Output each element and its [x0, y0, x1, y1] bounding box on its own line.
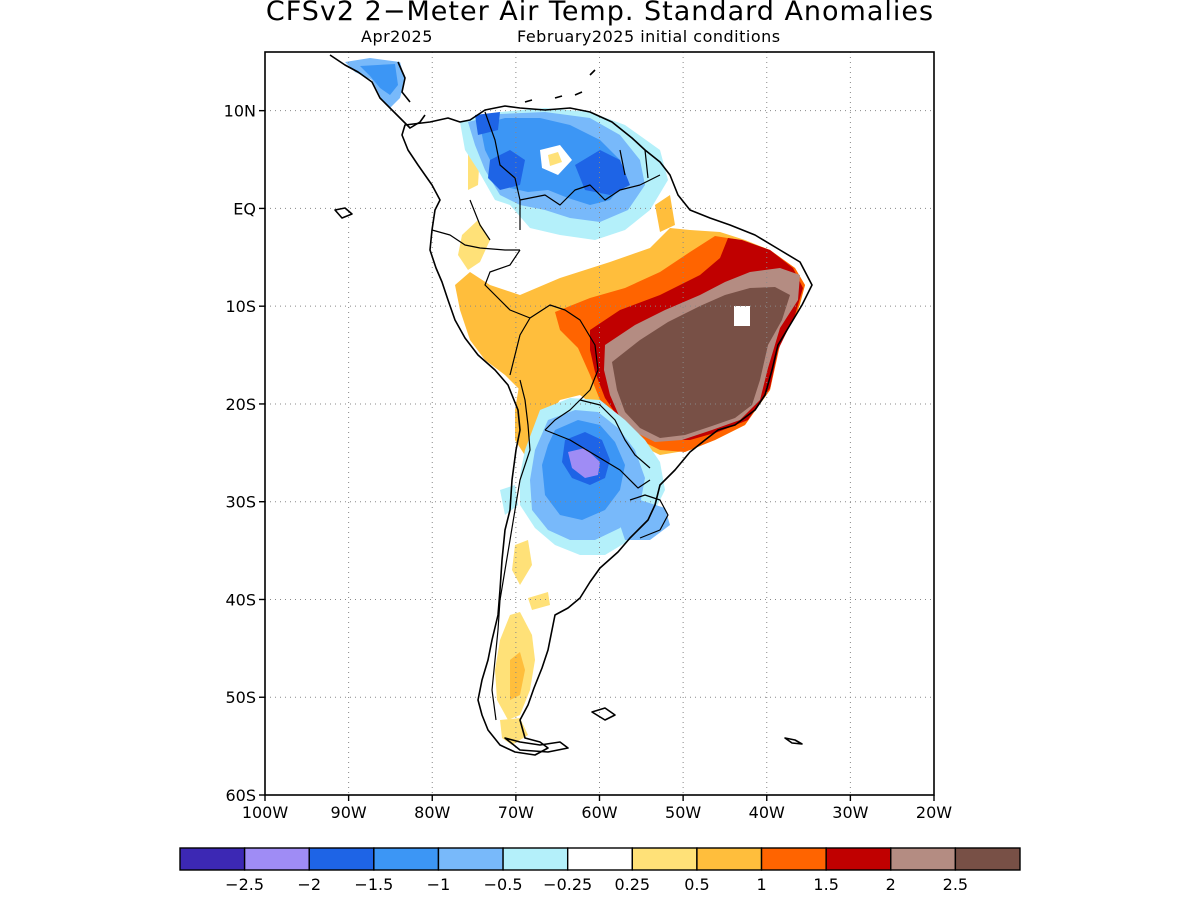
color-legend: −2.5 −2 −1.5 −1 −0.5 −0.25 0.25 0.5 1 1.5 2 2.5 — [179, 847, 1021, 894]
legend-label: −1.5 — [354, 875, 393, 894]
legend-swatch — [631, 847, 698, 871]
anomaly-area-minus-1-uruguay — [615, 500, 670, 540]
legend-swatch — [566, 847, 634, 871]
anomaly-area-0.25-venezuela — [548, 152, 562, 166]
lon-tick-label: 20W — [916, 803, 952, 822]
lat-tick-label: 20S — [225, 395, 256, 414]
legend-label: 2.5 — [943, 875, 968, 894]
caribbean-islands — [524, 69, 596, 103]
legend-label: 1.5 — [813, 875, 838, 894]
anomaly-area-0.25-mid — [512, 540, 532, 585]
lat-tick-label: 40S — [225, 590, 256, 609]
forecast-month: Apr2025 — [361, 27, 433, 46]
border-uruguay — [629, 494, 669, 539]
lon-tick-label: 90W — [331, 803, 367, 822]
legend-swatch — [760, 847, 827, 871]
lon-tick-label: 100W — [242, 803, 289, 822]
lat-tick-label: 10S — [225, 297, 256, 316]
anomaly-area-0.5-north — [655, 195, 675, 232]
anomaly-shading — [345, 58, 805, 745]
border-chile-argentina — [491, 379, 531, 721]
anomaly-area-0.25-pampa — [528, 592, 550, 610]
anomaly-area-0.25-andes — [458, 220, 490, 270]
country-borders — [431, 111, 669, 721]
map-title: CFSv2 2−Meter Air Temp. Standard Anomali… — [265, 0, 935, 27]
anomaly-area-0.5-patagonia — [510, 652, 525, 700]
border-argentina-paraguay — [544, 429, 651, 489]
legend-swatch — [502, 847, 569, 871]
south-georgia — [784, 737, 803, 745]
border-bolivia-brazil — [529, 304, 599, 401]
lat-tick-label: 50S — [225, 688, 256, 707]
legend-swatch — [954, 847, 1021, 871]
border-ecuador-peru — [431, 229, 520, 251]
legend-label: 0.5 — [684, 875, 709, 894]
tierra-del-fuego — [504, 737, 569, 753]
coastlines — [329, 54, 813, 756]
legend-swatch — [179, 847, 246, 871]
south-america-coastline — [401, 105, 813, 756]
initial-conditions: February2025 initial conditions — [517, 27, 781, 46]
anomaly-area-0.5-south — [515, 372, 552, 460]
lat-tick-label: 10N — [224, 102, 256, 121]
anomaly-area-minus-1.5-central-america — [360, 64, 398, 95]
legend-label: 2 — [886, 875, 896, 894]
border-colombia-peru — [469, 199, 491, 241]
legend-swatch — [890, 847, 957, 871]
lon-tick-label: 80W — [414, 803, 450, 822]
legend-label: −0.25 — [543, 875, 592, 894]
falkland-islands — [591, 707, 616, 721]
lat-tick-label: 60S — [225, 786, 256, 805]
anomaly-area-minus-0.5-chile — [500, 485, 518, 515]
legend-label: −0.5 — [484, 875, 523, 894]
lon-tick-label: 70W — [498, 803, 534, 822]
legend-label: −2.5 — [225, 875, 264, 894]
legend-label: −2 — [297, 875, 321, 894]
border-peru-brazil — [484, 249, 531, 319]
legend-swatch — [243, 847, 310, 871]
legend-swatch — [825, 847, 892, 871]
border-guianas — [619, 149, 661, 186]
legend-label: −1 — [427, 875, 451, 894]
lat-tick-label: EQ — [233, 199, 256, 218]
anomaly-missing-cell — [734, 306, 750, 326]
border-colombia-venezuela — [484, 111, 521, 230]
galapagos — [334, 207, 353, 219]
legend-swatch — [373, 847, 440, 871]
border-peru-bolivia — [509, 317, 531, 376]
anomaly-area-minus-2-north-3 — [475, 112, 500, 135]
border-paraguay-brazil — [579, 399, 651, 469]
legend-label: 0.25 — [614, 875, 650, 894]
anomaly-area-minus-2.5-south — [568, 448, 600, 478]
lon-tick-label: 50W — [665, 803, 701, 822]
legend-swatch — [308, 847, 375, 871]
anomaly-area-minus-2-north-2 — [575, 150, 630, 195]
border-venezuela-brazil — [519, 184, 641, 206]
legend-label: 1 — [756, 875, 766, 894]
lat-tick-label: 30S — [225, 493, 256, 512]
central-america-coastline — [329, 54, 426, 129]
lon-tick-label: 40W — [749, 803, 785, 822]
lon-tick-label: 30W — [832, 803, 868, 822]
lon-tick-label: 60W — [581, 803, 617, 822]
legend-swatch — [437, 847, 504, 871]
border-bolivia-paraguay — [544, 399, 581, 431]
legend-swatch — [696, 847, 763, 871]
